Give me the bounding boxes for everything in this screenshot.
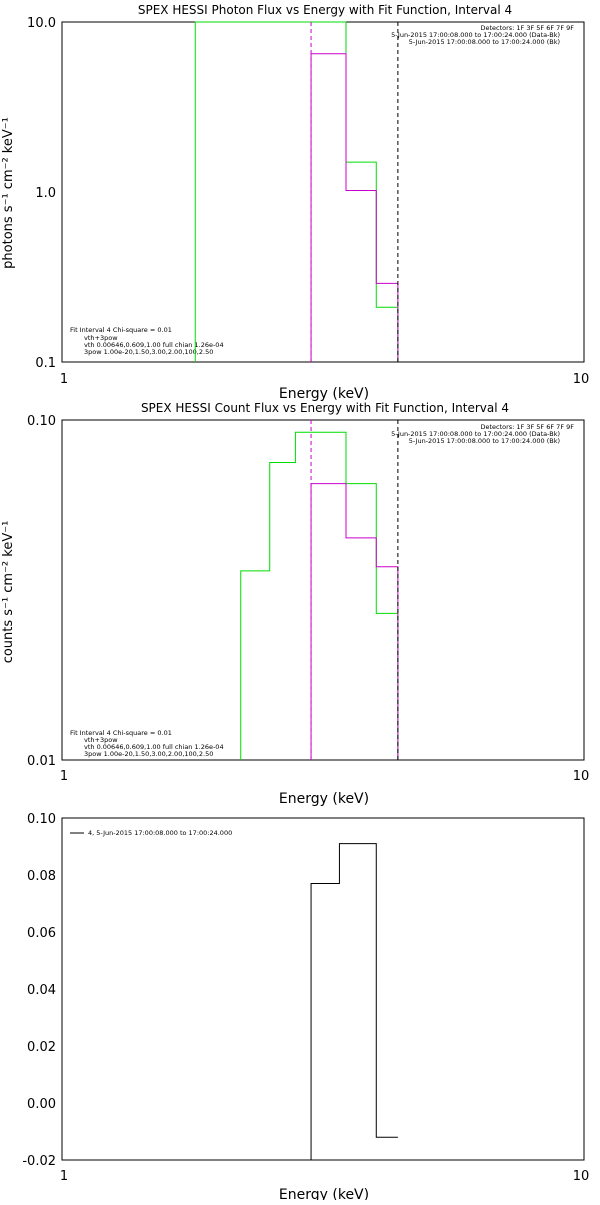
photon-legend-vth: vth 0.00646,0.609,1.00 full chian 1.26e-… [84,341,224,349]
count-series-1 [310,483,399,760]
residual-y-tick-4: 0.06 [27,926,56,941]
residual-x-tick-1: 1 [60,1169,68,1184]
count-series-0 [240,431,399,760]
count-plot-frame [61,419,585,761]
photon-legend-detectors: Detectors: 1F 3F 5F 6F 7F 9F [480,24,574,32]
count-legend-3pow: 3pow 1.00e-20,1.50,3.00,2.00,100,2.50 [84,750,213,758]
count-legend-vth3pow: vth+3pow [84,736,118,744]
photon-x-tick-10: 10 [573,372,590,387]
photon-plot-frame [61,21,585,363]
residual-y-tick-0: -0.02 [22,1154,56,1169]
photon-legend-vth3pow: vth+3pow [84,334,118,342]
photon-legend-3pow: 3pow 1.00e-20,1.50,3.00,2.00,100,2.50 [84,348,213,356]
residual-y-tick-1: 0.00 [27,1097,56,1112]
residual-legend: 4, 5-Jun-2015 17:00:08.000 to 17:00:24.0… [88,829,232,837]
count-flux-panel: SPEX HESSI Count Flux vs Energy with Fit… [1,401,589,807]
residual-series-0 [310,843,398,1160]
photon-chart-title: SPEX HESSI Photon Flux vs Energy with Fi… [138,3,512,17]
residual-y-tick-5: 0.08 [27,869,56,884]
photon-y-tick-10: 10.0 [27,16,56,31]
photon-y-tick-0.1: 0.1 [35,356,56,371]
residual-y-tick-6: 0.10 [27,812,56,827]
photon-legend-data-bk: 5-Jun-2015 17:00:08.000 to 17:00:24.000 … [391,31,560,39]
count-x-tick-10: 10 [573,769,590,784]
count-x-tick-1: 1 [60,769,68,784]
photon-y-tick-1: 1.0 [35,186,56,201]
residual-plot-frame [61,817,585,1161]
photon-flux-panel: SPEX HESSI Photon Flux vs Energy with Fi… [1,3,589,402]
photon-series-1 [310,53,399,362]
residual-x-axis-label: Energy (keV) [279,1187,369,1200]
residual-y-tick-3: 0.04 [27,983,56,998]
photon-series-0 [194,21,399,362]
count-legend-fit-interval: Fit Interval 4 Chi-square = 0.01 [70,729,172,737]
count-chart-title: SPEX HESSI Count Flux vs Energy with Fit… [141,401,509,415]
count-y-axis-label: counts s⁻¹ cm⁻² keV⁻¹ [1,521,16,664]
count-legend-vth: vth 0.00646,0.609,1.00 full chian 1.26e-… [84,743,224,751]
count-legend-detectors: Detectors: 1F 3F 5F 6F 7F 9F [480,423,574,431]
count-y-tick-0.01: 0.01 [27,754,56,769]
photon-x-tick-1: 1 [60,372,68,387]
photon-legend-bk: 5-Jun-2015 17:00:08.000 to 17:00:24.000 … [409,38,560,46]
residual-y-tick-2: 0.02 [27,1040,56,1055]
count-legend-data-bk: 5-Jun-2015 17:00:08.000 to 17:00:24.000 … [391,430,560,438]
residual-panel: Energy (keV) 1 10 4, 5-Jun-2015 17:00:08… [22,812,590,1203]
photon-x-axis-label: Energy (keV) [279,386,369,402]
photon-y-axis-label: photons s⁻¹ cm⁻² keV⁻¹ [1,117,16,269]
count-x-axis-label: Energy (keV) [279,791,369,807]
residual-x-tick-10: 10 [573,1169,590,1184]
count-legend-bk: 5-Jun-2015 17:00:08.000 to 17:00:24.000 … [409,437,560,445]
photon-legend-fit-interval: Fit Interval 4 Chi-square = 0.01 [70,326,172,334]
count-y-tick-0.10: 0.10 [27,414,56,429]
